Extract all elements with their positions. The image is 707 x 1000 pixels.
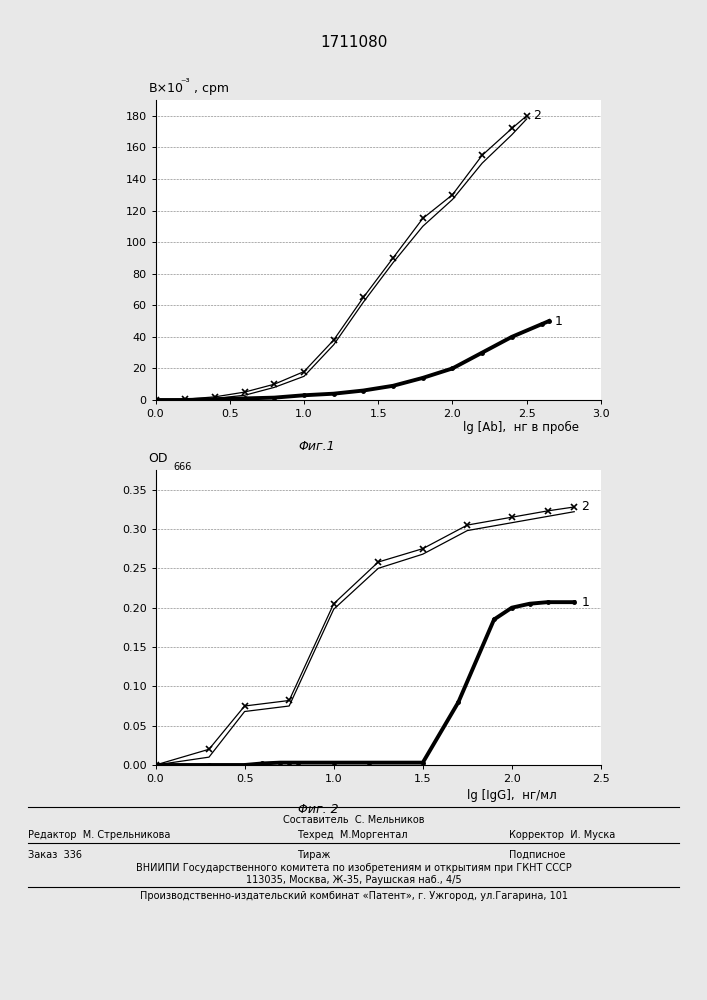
Text: Заказ  336: Заказ 336 <box>28 850 82 860</box>
Text: ⁻³: ⁻³ <box>180 78 190 88</box>
Text: 113035, Москва, Ж-35, Раушская наб., 4/5: 113035, Москва, Ж-35, Раушская наб., 4/5 <box>246 875 461 885</box>
Text: Редактор  М. Стрельникова: Редактор М. Стрельникова <box>28 830 170 840</box>
X-axis label: lg [Ab],  нг в пробе: lg [Ab], нг в пробе <box>463 421 579 434</box>
Text: Составитель  С. Мельников: Составитель С. Мельников <box>283 815 424 825</box>
Text: 1711080: 1711080 <box>320 35 387 50</box>
Text: ВНИИПИ Государственного комитета по изобретениям и открытиям при ГКНТ СССР: ВНИИПИ Государственного комитета по изоб… <box>136 863 571 873</box>
X-axis label: lg [IgG],  нг/мл: lg [IgG], нг/мл <box>467 789 556 802</box>
Text: Техред  М.Моргентал: Техред М.Моргентал <box>297 830 407 840</box>
Text: Φиг.1: Φиг.1 <box>298 440 334 453</box>
Text: 1: 1 <box>581 596 589 609</box>
Text: Φиг. 2: Φиг. 2 <box>298 803 339 816</box>
Text: 1: 1 <box>555 315 563 328</box>
Text: 666: 666 <box>173 462 192 472</box>
Text: Корректор  И. Муска: Корректор И. Муска <box>509 830 615 840</box>
Text: B×10: B×10 <box>148 82 184 95</box>
Text: 2: 2 <box>532 109 541 122</box>
Text: OD: OD <box>148 452 168 465</box>
Text: 2: 2 <box>581 500 589 513</box>
Text: Тираж: Тираж <box>297 850 330 860</box>
Text: Производственно-издательский комбинат «Патент», г. Ужгород, ул.Гагарина, 101: Производственно-издательский комбинат «П… <box>139 891 568 901</box>
Text: Подписное: Подписное <box>509 850 566 860</box>
Text: , cpm: , cpm <box>194 82 230 95</box>
